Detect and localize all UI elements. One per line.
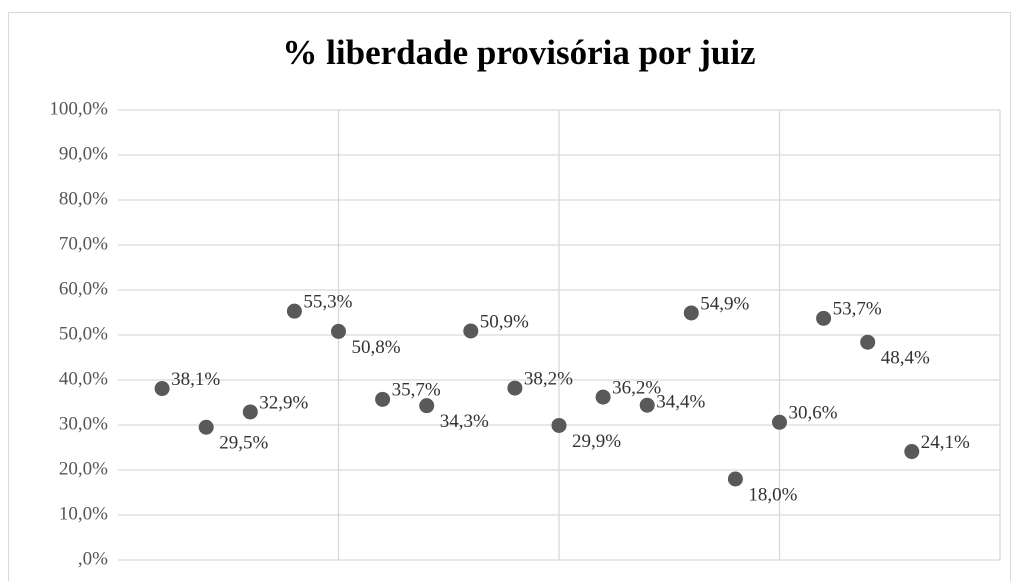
data-label: 29,9% (572, 431, 621, 452)
data-point (727, 471, 743, 487)
data-point (286, 303, 302, 319)
data-label: 53,7% (833, 299, 882, 320)
y-tick-label: 80,0% (59, 188, 108, 209)
data-label: 18,0% (748, 484, 797, 505)
data-point (507, 380, 523, 396)
data-point (904, 444, 920, 460)
y-tick-label: 10,0% (59, 503, 108, 524)
data-point (683, 305, 699, 321)
data-point (860, 334, 876, 350)
y-tick-label: 50,0% (59, 323, 108, 344)
data-label: 32,9% (259, 392, 308, 413)
data-label: 54,9% (700, 293, 749, 314)
data-label: 36,2% (612, 377, 661, 398)
data-point (375, 391, 391, 407)
data-label: 55,3% (303, 292, 352, 313)
data-label: 29,5% (219, 433, 268, 454)
data-point (198, 419, 214, 435)
y-tick-label: 100,0% (49, 98, 108, 119)
y-tick-label: 90,0% (59, 143, 108, 164)
y-tick-label: 60,0% (59, 278, 108, 299)
y-tick-label: 30,0% (59, 413, 108, 434)
data-label: 38,2% (524, 368, 573, 389)
chart-frame (8, 12, 1011, 581)
data-point (551, 417, 567, 433)
chart-title: % liberdade provisória por juiz (282, 33, 755, 72)
data-label: 34,4% (656, 392, 705, 413)
data-point (419, 398, 435, 414)
data-label: 48,4% (881, 348, 930, 369)
data-point (595, 389, 611, 405)
data-point (242, 404, 258, 420)
data-label: 34,3% (440, 411, 489, 432)
data-point (639, 397, 655, 413)
y-tick-label: 40,0% (59, 368, 108, 389)
data-label: 35,7% (392, 380, 441, 401)
data-point (331, 323, 346, 339)
data-label: 24,1% (921, 432, 970, 453)
data-point (816, 310, 832, 326)
data-point (772, 414, 787, 430)
data-point (463, 323, 479, 339)
data-point (154, 381, 170, 397)
data-label: 50,8% (352, 337, 401, 358)
y-tick-label: 20,0% (59, 458, 108, 479)
y-tick-label: 70,0% (59, 233, 108, 254)
data-label: 30,6% (789, 403, 838, 424)
data-label: 50,9% (480, 311, 529, 332)
data-label: 38,1% (171, 369, 220, 390)
y-tick-label: ,0% (78, 548, 108, 569)
